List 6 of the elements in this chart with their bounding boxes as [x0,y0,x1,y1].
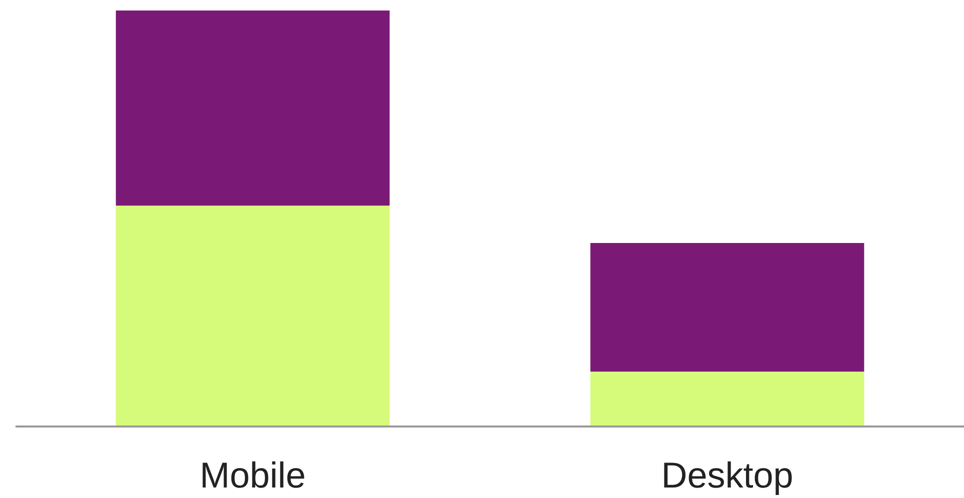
bar [590,243,864,372]
bar [116,206,390,426]
x-tick-label: Mobile [200,454,306,496]
bar [116,10,390,206]
x-tick-label: Desktop [661,454,794,496]
bar [590,372,864,426]
